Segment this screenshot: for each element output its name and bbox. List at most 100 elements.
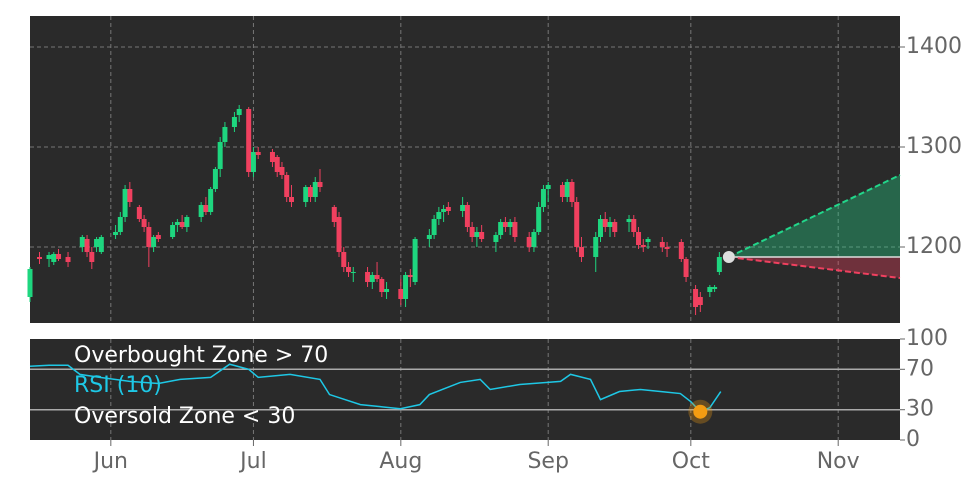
rsi-line <box>29 363 722 413</box>
candle-body <box>236 109 242 115</box>
candle-body <box>507 222 513 227</box>
candle-body <box>331 207 337 222</box>
x-tick-label: Oct <box>672 449 710 474</box>
x-tick-label: Jun <box>92 449 128 474</box>
candle-body <box>574 202 580 247</box>
candle-body <box>540 189 546 207</box>
candle-body <box>559 185 565 197</box>
candle-body <box>365 272 371 282</box>
candle-body <box>693 289 699 307</box>
candle-body <box>170 225 176 237</box>
candle-body <box>645 239 651 242</box>
candle-body <box>716 257 722 272</box>
candle-body <box>174 222 180 225</box>
candle-body <box>569 182 575 202</box>
candle-body <box>84 239 90 252</box>
candle-body <box>407 275 413 277</box>
candle-body <box>312 182 318 197</box>
candle-body <box>46 255 52 259</box>
candle-body <box>578 247 584 257</box>
candle-body <box>493 235 499 242</box>
candle-body <box>474 232 480 237</box>
candle-body <box>445 207 451 211</box>
candle-body <box>307 187 313 197</box>
x-tick-label: Jul <box>238 449 267 474</box>
rsi-panel <box>30 339 900 440</box>
candle-body <box>317 182 323 187</box>
candle-body <box>398 289 404 299</box>
candle-body <box>269 152 275 162</box>
candle-body <box>155 235 161 239</box>
legend-oversold: Oversold Zone < 30 <box>74 404 295 429</box>
candle-body <box>274 157 280 172</box>
candle-body <box>37 257 43 259</box>
candle-body <box>597 219 603 237</box>
y-tick-label: 70 <box>906 356 934 381</box>
candle-body <box>369 275 375 282</box>
candle-body <box>412 239 418 282</box>
candle-body <box>208 189 214 212</box>
candle-body <box>498 222 504 235</box>
candle-body <box>122 189 128 217</box>
candle-body <box>146 227 152 247</box>
candle-body <box>89 252 95 262</box>
candle-body <box>284 175 290 197</box>
candle-body <box>384 289 390 292</box>
y-tick-label: 30 <box>906 397 934 422</box>
candle-body <box>602 219 608 227</box>
signal-dot <box>693 404 708 419</box>
candle-body <box>379 279 385 292</box>
x-tick-label: Aug <box>379 449 422 474</box>
candle-body <box>279 167 285 175</box>
y-tick-label: 1400 <box>906 34 962 59</box>
candle-body <box>136 207 142 219</box>
candle-body <box>526 237 532 247</box>
candle-body <box>626 219 632 222</box>
candle-body <box>712 287 718 289</box>
candle-body <box>531 232 537 247</box>
price-panel <box>30 16 900 323</box>
candle-body <box>607 222 613 227</box>
forecast-upper <box>728 174 901 258</box>
candle-body <box>117 217 123 232</box>
candle-body <box>441 209 447 212</box>
candle-body <box>141 219 147 227</box>
candle-body <box>664 247 670 249</box>
candle-body <box>464 205 470 227</box>
y-tick-label: 0 <box>906 427 920 452</box>
candle-body <box>631 219 637 232</box>
y-tick-label: 1200 <box>906 234 962 259</box>
candle-body <box>403 275 409 299</box>
candle-body <box>346 267 352 272</box>
candle-body <box>512 222 518 237</box>
candle-body <box>65 257 71 262</box>
forecast-lower <box>728 256 901 279</box>
candle-body <box>426 235 432 239</box>
candle-body <box>460 205 466 211</box>
candle-body <box>255 152 261 155</box>
candle-body <box>502 222 508 227</box>
candle-body <box>222 127 228 142</box>
candle-body <box>341 252 347 267</box>
candle-body <box>350 272 356 273</box>
candle-body <box>51 254 57 262</box>
candle-body <box>198 205 204 217</box>
candle-body <box>179 222 185 227</box>
x-tick-label: Nov <box>817 449 860 474</box>
candle-body <box>636 232 642 245</box>
candle-body <box>79 237 85 247</box>
candle-body <box>246 109 252 172</box>
candle-body <box>184 217 190 227</box>
candle-body <box>545 185 551 189</box>
candle-body <box>98 237 104 252</box>
y-tick-label: 1300 <box>906 134 962 159</box>
candle-body <box>431 219 437 235</box>
candle-body <box>659 242 665 247</box>
candle-body <box>374 275 380 279</box>
x-tick-label: Sep <box>527 449 568 474</box>
candle-body <box>697 297 703 305</box>
candle-body <box>593 237 599 257</box>
candle-body <box>212 169 218 189</box>
candle-body <box>469 227 475 237</box>
